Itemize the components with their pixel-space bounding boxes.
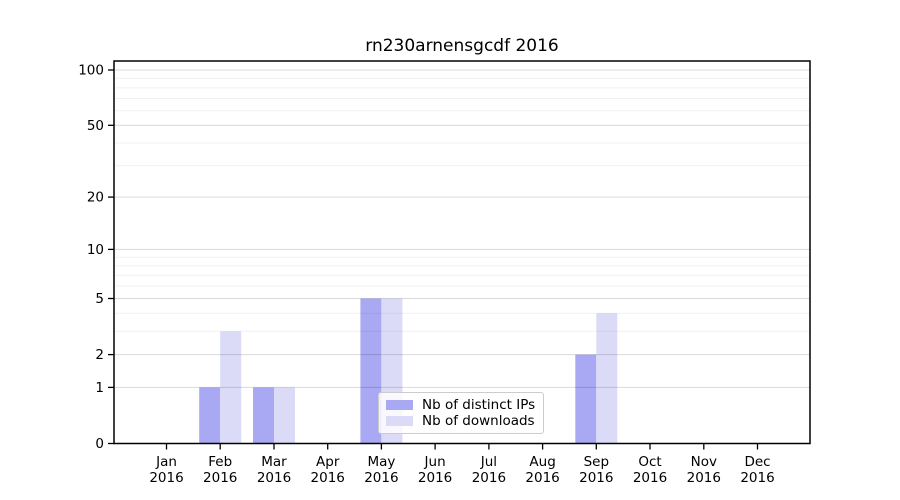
x-tick-label-month: Apr	[316, 454, 340, 470]
x-tick-label-year: 2016	[257, 470, 291, 486]
y-tick-label: 1	[95, 380, 104, 396]
x-tick-label-year: 2016	[687, 470, 721, 486]
x-tick-label-month: Oct	[638, 454, 661, 470]
legend-label-distinct-ips: Nb of distinct IPs	[422, 397, 536, 413]
x-tick-label-year: 2016	[203, 470, 237, 486]
bar-downloads-sep	[596, 313, 618, 444]
x-tick-label-month: Sep	[584, 454, 609, 470]
x-tick-label-year: 2016	[525, 470, 559, 486]
y-tick-label: 0	[95, 436, 104, 452]
y-tick-label: 10	[87, 242, 104, 258]
x-tick-label-year: 2016	[633, 470, 667, 486]
legend-entry-downloads: Nb of downloads	[386, 413, 535, 429]
legend-entry-distinct-ips: Nb of distinct IPs	[386, 397, 535, 413]
bar-ips-sep	[575, 354, 597, 444]
x-tick-label-month: Jan	[155, 454, 177, 470]
bar-ips-feb	[199, 387, 221, 444]
y-tick-label: 50	[87, 118, 104, 134]
gridlines-layer	[114, 69, 810, 388]
y-tick-label: 2	[95, 347, 104, 363]
x-tick-label-year: 2016	[149, 470, 183, 486]
x-tick-label-month: Aug	[529, 454, 555, 470]
y-tick-label: 5	[95, 291, 104, 307]
chart-title: rn230arnensgcdf 2016	[365, 36, 559, 56]
x-tick-label-year: 2016	[364, 470, 398, 486]
bar-downloads-mar	[274, 387, 295, 444]
x-tick-label-year: 2016	[311, 470, 345, 486]
legend-swatch-downloads	[386, 416, 413, 426]
x-tick-label-year: 2016	[418, 470, 452, 486]
plot-border	[113, 60, 811, 445]
x-axis: Jan2016Feb2016Mar2016Apr2016May2016Jun20…	[149, 443, 775, 486]
x-tick-label-month: Jul	[480, 454, 497, 470]
x-tick-label-year: 2016	[579, 470, 613, 486]
y-tick-label: 100	[78, 63, 104, 79]
x-tick-label-month: May	[367, 454, 395, 470]
bar-ips-may	[360, 298, 382, 444]
x-tick-label-year: 2016	[472, 470, 506, 486]
legend-swatch-distinct-ips	[386, 400, 413, 410]
legend: Nb of distinct IPs Nb of downloads	[378, 392, 544, 434]
legend-label-downloads: Nb of downloads	[422, 413, 535, 429]
bar-downloads-feb	[220, 331, 242, 444]
x-tick-label-month: Feb	[208, 454, 232, 470]
y-axis: 0 1 2 5 10 20 50 100	[78, 63, 114, 452]
x-tick-label-year: 2016	[740, 470, 774, 486]
x-tick-label-month: Nov	[691, 454, 717, 470]
y-tick-label: 20	[87, 190, 104, 206]
x-tick-label-month: Mar	[261, 454, 287, 470]
x-tick-label-month: Dec	[744, 454, 770, 470]
x-tick-label-month: Jun	[424, 454, 446, 470]
bar-ips-mar	[253, 387, 274, 444]
